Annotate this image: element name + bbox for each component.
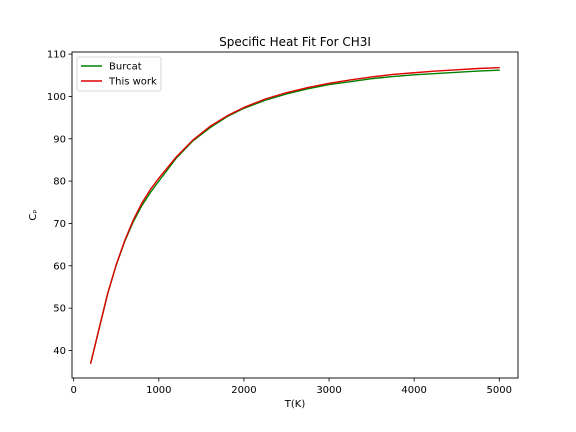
plot-layer [90, 66, 500, 364]
y-tick-label: 110 [47, 50, 66, 61]
chart-title: Specific Heat Fit For CH3I [219, 35, 371, 49]
legend-label: Burcat [109, 62, 142, 73]
y-tick-label: 60 [53, 261, 66, 272]
y-axis: 40 50 60 70 80 90 100 110 [47, 50, 72, 357]
x-tick-label: 0 [71, 385, 77, 396]
x-tick-label: 5000 [487, 385, 512, 396]
plot-frame [71, 51, 519, 379]
x-tick-label: 2000 [231, 385, 256, 396]
y-tick-label: 40 [53, 346, 66, 357]
legend: Burcat This work [76, 56, 162, 92]
legend-label: This work [108, 77, 157, 88]
y-tick-label: 70 [53, 219, 66, 230]
x-tick-label: 4000 [401, 385, 426, 396]
y-axis-label: Cₚ [28, 209, 39, 220]
x-tick-label: 3000 [316, 385, 341, 396]
y-tick-label: 100 [47, 92, 66, 103]
x-axis-label: T(K) [284, 399, 306, 410]
x-axis: 0 1000 2000 3000 4000 5000 [71, 378, 512, 396]
y-tick-label: 90 [53, 134, 66, 145]
series-line-this-work [90, 66, 500, 364]
y-tick-label: 50 [53, 304, 66, 315]
x-tick-label: 1000 [146, 385, 171, 396]
y-tick-label: 80 [53, 177, 66, 188]
